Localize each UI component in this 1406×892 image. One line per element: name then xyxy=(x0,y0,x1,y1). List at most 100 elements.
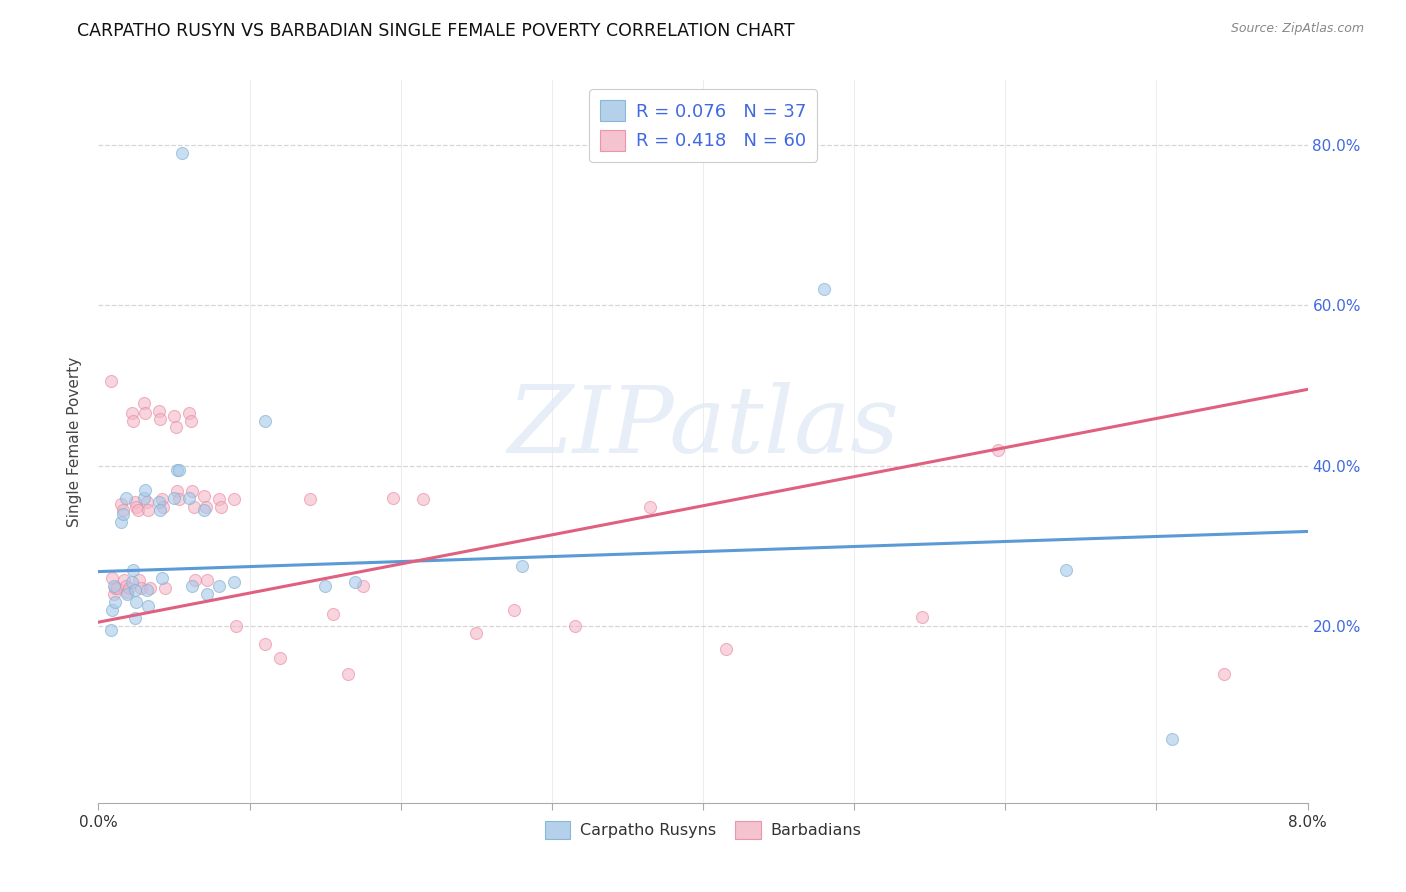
Point xyxy=(136,599,159,614)
Point xyxy=(209,500,232,515)
Point xyxy=(136,502,159,516)
Point xyxy=(105,581,128,595)
Point xyxy=(121,574,143,589)
Point xyxy=(1160,731,1182,746)
Point xyxy=(167,492,190,507)
Point xyxy=(344,574,367,589)
Point xyxy=(134,483,156,497)
Point xyxy=(638,500,661,515)
Point xyxy=(150,571,173,585)
Point xyxy=(124,583,146,598)
Point xyxy=(122,414,145,428)
Point xyxy=(104,595,127,609)
Point xyxy=(163,409,186,423)
Point xyxy=(150,492,173,507)
Text: ZIPatlas: ZIPatlas xyxy=(508,382,898,472)
Point xyxy=(193,502,215,516)
Point xyxy=(322,607,344,621)
Point xyxy=(193,489,215,503)
Point xyxy=(110,515,132,529)
Point xyxy=(111,507,134,521)
Point xyxy=(103,579,125,593)
Point xyxy=(124,611,146,625)
Point xyxy=(180,414,202,428)
Point xyxy=(152,500,174,515)
Point xyxy=(564,619,586,633)
Point xyxy=(129,581,152,595)
Point xyxy=(134,406,156,420)
Point xyxy=(135,583,157,598)
Point xyxy=(166,484,188,499)
Point xyxy=(225,619,247,633)
Point xyxy=(465,625,488,640)
Point xyxy=(125,500,148,515)
Point xyxy=(124,494,146,508)
Point xyxy=(100,374,122,388)
Text: Source: ZipAtlas.com: Source: ZipAtlas.com xyxy=(1230,22,1364,36)
Point xyxy=(100,623,122,637)
Point xyxy=(132,491,155,505)
Point xyxy=(195,587,218,601)
Point xyxy=(194,500,217,515)
Point xyxy=(165,420,187,434)
Y-axis label: Single Female Poverty: Single Female Poverty xyxy=(67,357,83,526)
Point xyxy=(224,574,246,589)
Point xyxy=(195,573,218,587)
Point xyxy=(103,587,125,601)
Point xyxy=(813,282,835,296)
Point xyxy=(336,667,359,681)
Point xyxy=(179,491,201,505)
Point xyxy=(352,579,374,593)
Point xyxy=(184,573,207,587)
Point xyxy=(166,462,188,476)
Point xyxy=(208,492,231,507)
Point xyxy=(149,412,172,426)
Point xyxy=(314,579,336,593)
Point xyxy=(911,609,934,624)
Point xyxy=(148,494,170,508)
Point xyxy=(163,491,186,505)
Point xyxy=(121,406,143,420)
Point xyxy=(110,497,132,511)
Point xyxy=(139,581,162,595)
Point xyxy=(112,573,135,587)
Point xyxy=(170,145,193,160)
Point xyxy=(1054,563,1077,577)
Point xyxy=(224,492,246,507)
Point xyxy=(104,581,127,595)
Legend: Carpatho Rusyns, Barbadians: Carpatho Rusyns, Barbadians xyxy=(538,814,868,846)
Point xyxy=(269,651,291,665)
Point xyxy=(253,637,276,651)
Point xyxy=(132,396,155,410)
Text: CARPATHO RUSYN VS BARBADIAN SINGLE FEMALE POVERTY CORRELATION CHART: CARPATHO RUSYN VS BARBADIAN SINGLE FEMAL… xyxy=(77,22,794,40)
Point xyxy=(101,603,124,617)
Point xyxy=(714,641,737,656)
Point xyxy=(208,579,231,593)
Point xyxy=(510,558,533,573)
Point xyxy=(153,581,176,595)
Point xyxy=(118,581,141,595)
Point xyxy=(128,573,150,587)
Point xyxy=(181,579,204,593)
Point xyxy=(181,484,204,499)
Point xyxy=(1213,667,1236,681)
Point xyxy=(148,404,170,418)
Point xyxy=(299,492,322,507)
Point xyxy=(101,571,124,585)
Point xyxy=(987,442,1010,457)
Point xyxy=(125,595,148,609)
Point xyxy=(114,579,136,593)
Point xyxy=(503,603,526,617)
Point xyxy=(149,502,172,516)
Point xyxy=(111,502,134,516)
Point xyxy=(114,491,136,505)
Point xyxy=(135,494,157,508)
Point xyxy=(382,491,405,505)
Point xyxy=(179,406,201,420)
Point xyxy=(183,500,205,515)
Point xyxy=(115,585,138,599)
Point xyxy=(167,462,190,476)
Point xyxy=(115,587,138,601)
Point xyxy=(127,502,149,516)
Point xyxy=(122,563,145,577)
